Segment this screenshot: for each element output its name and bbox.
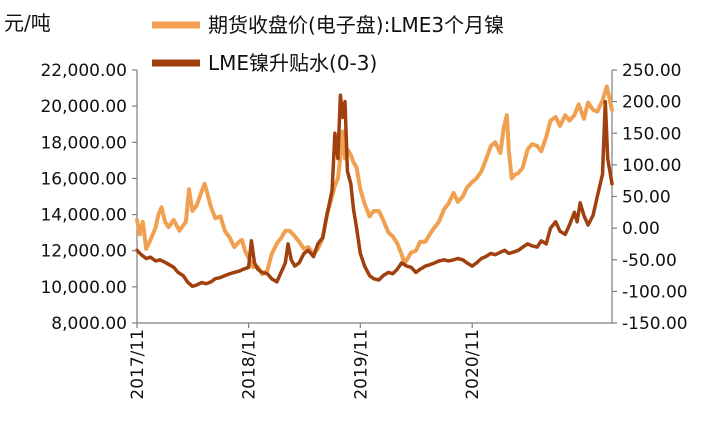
legend: 期货收盘价(电子盘):LME3个月镍 LME镍升贴水(0-3) [152, 13, 504, 75]
right-y-tick-label: -150.00 [622, 314, 688, 334]
right-y-axis-ticks: -150.00 -100.00 -50.00 0.00 50.00 100.00 150.0… [612, 61, 688, 334]
right-y-tick-label: 150.00 [622, 124, 681, 144]
series-line-futures [135, 84, 614, 277]
left-y-axis-ticks: 8,000.00 10,000.00 12,000.00 14,000.00 16,00… [40, 61, 137, 334]
x-tick-label: 2017/11 [128, 329, 148, 400]
right-y-tick-label: 50.00 [622, 188, 671, 208]
x-tick-label: 2019/11 [351, 329, 371, 400]
right-y-tick-label: 250.00 [622, 61, 681, 81]
left-y-tick-label: 16,000.00 [40, 169, 127, 189]
x-tick-label: 2020/11 [463, 329, 483, 400]
left-y-tick-label: 20,000.00 [40, 97, 127, 117]
left-y-tick-label: 22,000.00 [40, 61, 127, 81]
left-y-tick-label: 14,000.00 [40, 206, 127, 226]
left-y-tick-label: 8,000.00 [51, 314, 127, 334]
y-unit-label: 元/吨 [4, 11, 51, 35]
x-axis-ticks: 2017/11 2018/11 2019/11 2020/11 [128, 323, 483, 400]
right-y-tick-label: 200.00 [622, 93, 681, 113]
left-y-tick-label: 12,000.00 [40, 242, 127, 262]
legend-label-futures: 期货收盘价(电子盘):LME3个月镍 [208, 13, 504, 37]
left-y-tick-label: 18,000.00 [40, 133, 127, 153]
right-y-tick-label: 0.00 [622, 219, 660, 239]
series-line-spread [135, 93, 614, 289]
x-tick-label: 2018/11 [240, 329, 260, 400]
left-y-tick-label: 10,000.00 [40, 278, 127, 298]
legend-label-spread: LME镍升贴水(0-3) [208, 51, 377, 75]
right-y-tick-label: -50.00 [622, 251, 677, 271]
right-y-tick-label: -100.00 [622, 282, 688, 302]
series-layer [135, 84, 614, 289]
right-y-tick-label: 100.00 [622, 156, 681, 176]
